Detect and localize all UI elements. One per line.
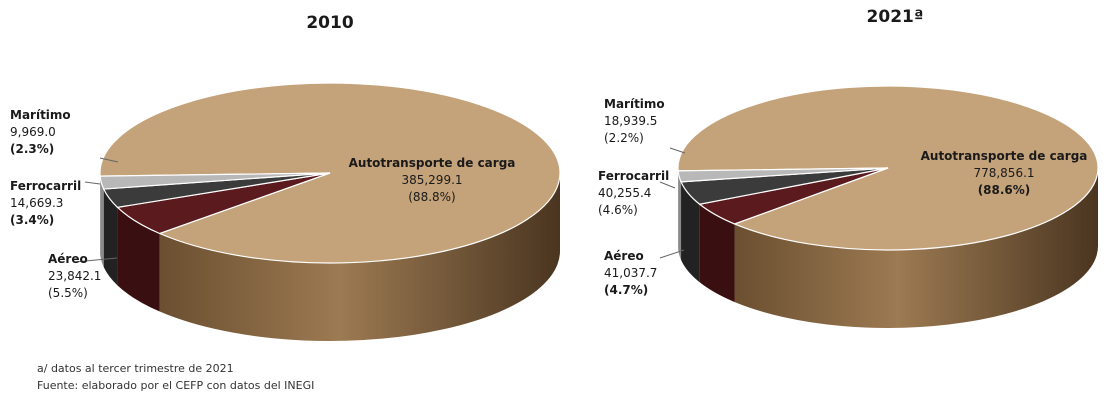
label-value-ferrocarril: 14,669.3 [10, 196, 63, 210]
pie-side-ferrocarril [103, 189, 118, 286]
pie-side-aereo [117, 207, 160, 312]
pie-side-maritimo [100, 176, 104, 268]
pie-side-aereo [699, 204, 735, 302]
label-pct-ferrocarril: (3.4%) [10, 213, 54, 227]
label-value-ferrocarril: 40,255.4 [598, 186, 651, 200]
pie-slice-maritimo [99, 172, 331, 190]
label-value-maritimo: 9,969.0 [10, 125, 56, 139]
leader-maritimo [99, 157, 119, 163]
chart-title-2021: 2021ª [867, 7, 924, 27]
label-name-ferrocarril: Ferrocarril [598, 169, 669, 183]
label-name-aereo: Aéreo [604, 249, 644, 263]
label-pct-aereo: (4.7%) [604, 283, 648, 297]
leader-maritimo [669, 147, 686, 154]
pie-slice-maritimo [677, 167, 889, 183]
label-value-aereo: 23,842.1 [48, 269, 101, 283]
leader-aereo [74, 257, 118, 263]
label-name-autotransporte: Autotransporte de carga [921, 149, 1088, 163]
label-value-aereo: 41,037.7 [604, 266, 657, 280]
label-value-autotransporte: 385,299.1 [401, 173, 462, 187]
label-pct-maritimo: (2.3%) [10, 142, 54, 156]
label-pct-autotransporte: (88.6%) [978, 183, 1031, 197]
label-name-autotransporte: Autotransporte de carga [349, 156, 516, 170]
pie-side-maritimo [678, 170, 682, 260]
label-name-ferrocarril: Ferrocarril [10, 179, 81, 193]
pie-side-ferrocarril [681, 181, 700, 283]
label-value-maritimo: 18,939.5 [604, 114, 657, 128]
label-name-maritimo: Marítimo [604, 97, 665, 111]
footnote-text: a/ datos al tercer trimestre de 2021 [37, 362, 234, 375]
label-pct-aereo: (5.5%) [48, 286, 88, 300]
pie-side-autotransporte [159, 173, 561, 341]
leader-ferrocarril [659, 181, 676, 189]
leader-aereo [659, 249, 685, 259]
pie-chart-2021: 2021ª Marítimo 18,939.5 (2.2%) Ferrocarr… [598, 7, 1099, 328]
leader-ferrocarril [84, 181, 101, 185]
label-pct-maritimo: (2.2%) [604, 131, 644, 145]
pie-side-autotransporte [734, 168, 1098, 328]
label-name-aereo: Aéreo [48, 252, 88, 266]
label-pct-ferrocarril: (4.6%) [598, 203, 638, 217]
label-value-autotransporte: 778,856.1 [973, 166, 1034, 180]
label-pct-autotransporte: (88.8%) [408, 190, 455, 204]
label-name-maritimo: Marítimo [10, 108, 71, 122]
pie-chart-2010: 2010 Marítimo 9,969.0 (2.3%) Ferrocarril… [10, 13, 561, 341]
source-text: Fuente: elaborado por el CEFP con datos … [37, 379, 315, 392]
chart-title-2010: 2010 [306, 13, 353, 33]
